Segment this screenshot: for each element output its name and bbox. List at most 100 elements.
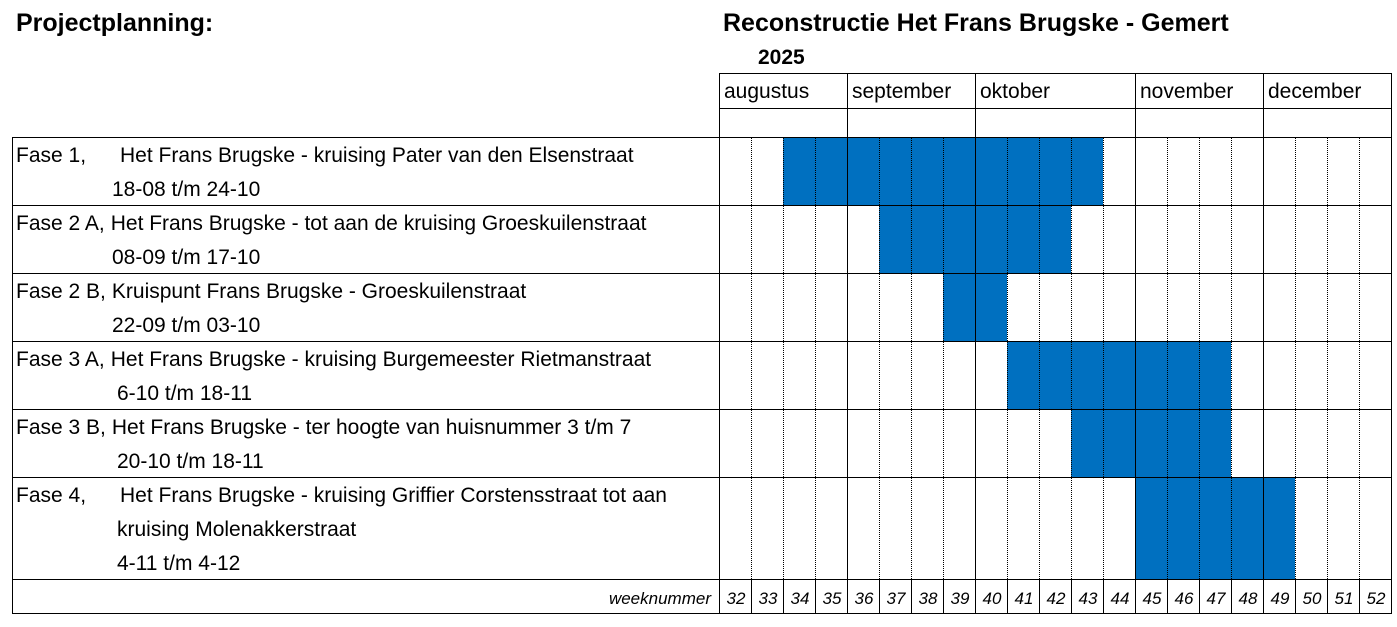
task-description-line2: kruising Molenakkerstraat [117, 518, 357, 541]
footer-week-line [943, 579, 944, 614]
week-grid-line [1231, 137, 1232, 579]
task-description: Het Frans Brugske - kruising Griffier Co… [120, 484, 667, 507]
task-dates: 08-09 t/m 17-10 [112, 246, 261, 269]
footer-week-line [1039, 579, 1040, 614]
month-grid-line [1263, 137, 1264, 614]
x-axis-label: weeknummer [608, 589, 711, 608]
task-dates: 20-10 t/m 18-11 [117, 450, 264, 473]
task-bar [1071, 409, 1231, 477]
week-tick-label: 33 [758, 589, 778, 608]
task-code: Fase 2 B, [16, 280, 106, 303]
week-grid-line [1359, 137, 1360, 579]
task-bar [1007, 341, 1231, 409]
year-label: 2025 [758, 46, 805, 69]
row-line [12, 579, 1392, 580]
footer-week-line [1103, 579, 1104, 614]
month-grid-line [1135, 137, 1136, 614]
week-tick-label: 47 [1206, 589, 1226, 608]
footer-week-line [1327, 579, 1328, 614]
row-line [12, 205, 1392, 206]
task-code: Fase 3 A, [16, 348, 105, 371]
week-tick-label: 49 [1270, 589, 1290, 608]
month-separator [847, 73, 848, 137]
month-separator [1263, 73, 1264, 137]
week-grid-line [1007, 137, 1008, 579]
month-label-oktober: oktober [980, 80, 1051, 103]
month-grid-line [975, 137, 976, 614]
week-tick-label: 52 [1366, 589, 1386, 608]
week-tick-label: 46 [1174, 589, 1194, 608]
task-code: Fase 2 A, [16, 212, 105, 235]
week-grid-line [751, 137, 752, 579]
footer-week-line [1071, 579, 1072, 614]
task-code: Fase 3 B, [16, 416, 106, 439]
footer-week-line [1167, 579, 1168, 614]
task-description: Het Frans Brugske - kruising Burgemeeste… [110, 348, 652, 371]
week-tick-label: 41 [1014, 589, 1034, 608]
week-grid-line [1199, 137, 1200, 579]
week-grid-line [783, 137, 784, 579]
project-title: Reconstructie Het Frans Brugske - Gemert [723, 9, 1229, 37]
week-grid-line [1167, 137, 1168, 579]
row-line [12, 409, 1392, 410]
task-description: Het Frans Brugske - ter hoogte van huisn… [111, 416, 632, 439]
week-grid-line [879, 137, 880, 579]
week-grid-line [1039, 137, 1040, 579]
week-tick-label: 50 [1302, 589, 1322, 608]
task-code: Fase 4, [16, 484, 87, 507]
page-title: Projectplanning: [16, 9, 214, 37]
footer-week-line [815, 579, 816, 614]
week-grid-line [1327, 137, 1328, 579]
month-label-september: september [852, 80, 952, 103]
grid-left-line [719, 73, 720, 614]
row-line [12, 477, 1392, 478]
row-line [12, 341, 1392, 342]
week-tick-label: 39 [950, 589, 970, 608]
footer-bottom-line [12, 613, 1392, 614]
month-label-december: december [1268, 80, 1362, 103]
week-tick-label: 51 [1334, 589, 1354, 608]
footer-week-line [1231, 579, 1232, 614]
task-description: Het Frans Brugske - tot aan de kruising … [110, 212, 647, 235]
task-label: Fase 3 A, Het Frans Brugske - kruising Bu… [16, 347, 716, 373]
task-dates: 22-09 t/m 03-10 [112, 314, 261, 337]
week-grid-line [943, 137, 944, 579]
task-dates: 4-11 t/m 4-12 [117, 552, 241, 575]
task-description: Kruispunt Frans Brugske - Groeskuilenstr… [111, 280, 527, 303]
footer-week-line [1007, 579, 1008, 614]
week-tick-label: 45 [1142, 589, 1162, 608]
footer-week-line [751, 579, 752, 614]
week-tick-label: 37 [886, 589, 906, 608]
footer-week-line [1359, 579, 1360, 614]
week-tick-label: 36 [854, 589, 874, 608]
grid-right-line [1391, 73, 1392, 614]
week-tick-label: 40 [982, 589, 1002, 608]
header-mid-line [719, 108, 1392, 109]
footer-week-line [911, 579, 912, 614]
week-grid-line [1103, 137, 1104, 579]
task-dates: 6-10 t/m 18-11 [117, 382, 253, 405]
task-bar [1135, 477, 1295, 579]
week-tick-label: 44 [1110, 589, 1130, 608]
footer-week-line [879, 579, 880, 614]
task-dates: 18-08 t/m 24-10 [112, 178, 261, 201]
week-grid-line [1071, 137, 1072, 579]
week-tick-label: 42 [1046, 589, 1066, 608]
task-code: Fase 1, [16, 144, 87, 167]
month-label-augustus: augustus [724, 80, 810, 103]
table-left-line [12, 137, 13, 614]
task-description: Het Frans Brugske - kruising Pater van d… [120, 144, 634, 167]
week-tick-label: 48 [1238, 589, 1258, 608]
month-grid-line [847, 137, 848, 614]
task-label: Fase 3 B, Het Frans Brugske - ter hoogte … [16, 415, 716, 441]
footer-week-line [1295, 579, 1296, 614]
task-label: Fase 2 A, Het Frans Brugske - tot aan de … [16, 211, 716, 237]
header-top-line [719, 73, 1392, 74]
task-label: Fase 2 B, Kruispunt Frans Brugske - Groes… [16, 279, 716, 305]
month-separator [1135, 73, 1136, 137]
task-label: Fase 4, Het Frans Brugske - kruising Grif… [16, 483, 716, 509]
week-tick-label: 43 [1078, 589, 1098, 608]
month-label-november: november [1140, 80, 1234, 103]
footer-week-line [783, 579, 784, 614]
week-grid-line [911, 137, 912, 579]
